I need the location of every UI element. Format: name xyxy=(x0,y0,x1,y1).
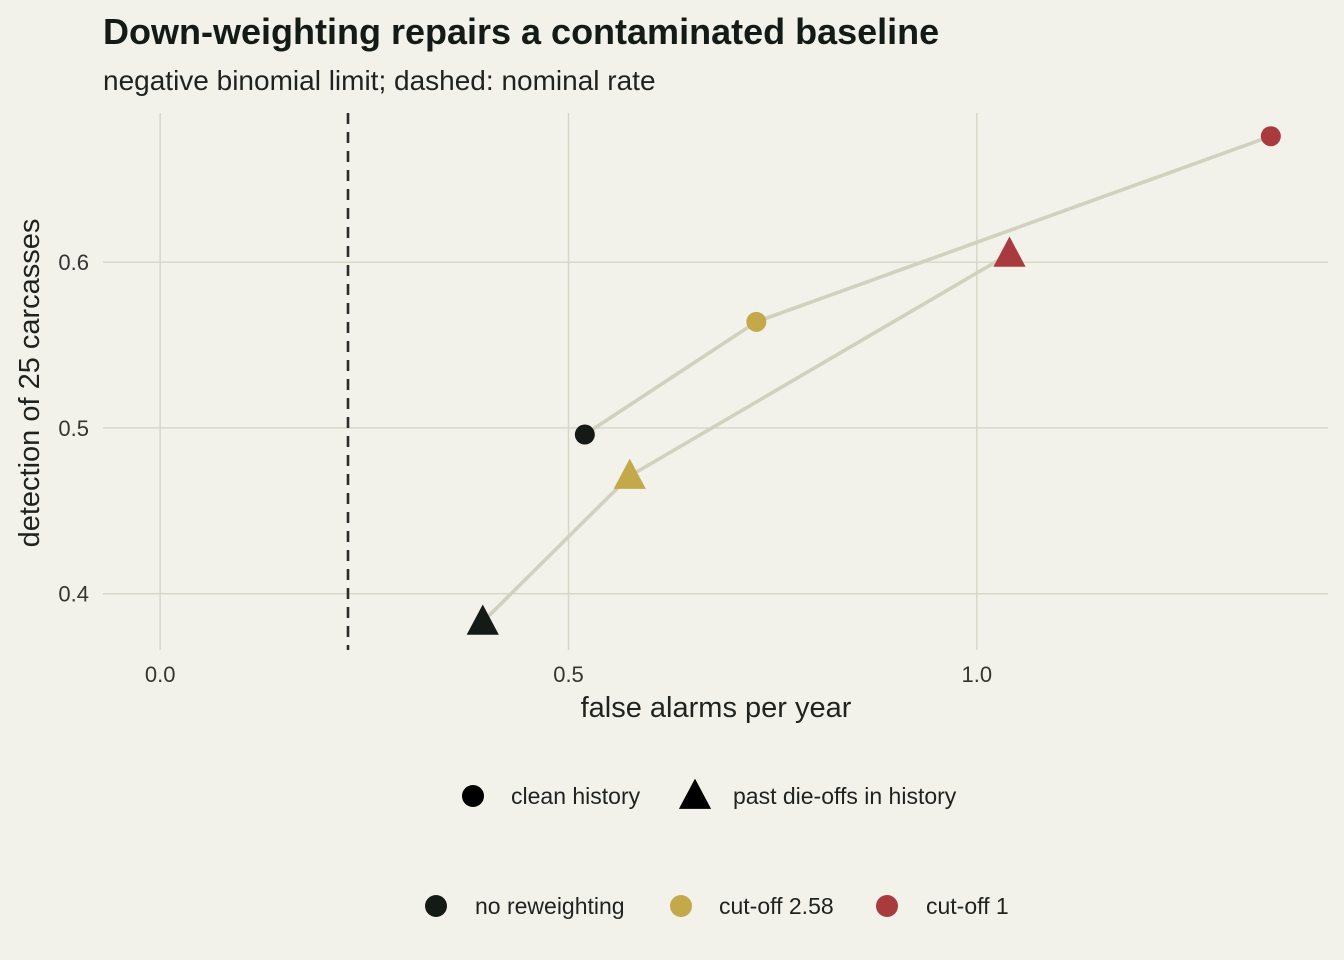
y-tick-label: 0.5 xyxy=(58,416,89,441)
x-tick-label: 0.5 xyxy=(553,662,584,687)
data-point-circle xyxy=(746,311,767,332)
legends: clean history past die-offs in history no … xyxy=(425,778,1009,919)
legend-triangle-icon xyxy=(678,778,712,809)
chart-subtitle: negative binomial limit; dashed: nominal… xyxy=(103,65,656,96)
data-point-circle xyxy=(574,424,595,445)
legend-item-shape: clean history xyxy=(462,783,641,809)
legend-label: cut-off 1 xyxy=(926,893,1009,919)
y-tick-label: 0.6 xyxy=(58,250,89,275)
data-point-triangle xyxy=(993,236,1026,267)
legend-label: no reweighting xyxy=(475,893,625,919)
legend-circle-icon xyxy=(670,895,692,917)
legend-label: cut-off 2.58 xyxy=(719,893,834,919)
series-line-circle xyxy=(583,134,1273,437)
x-tick-label: 1.0 xyxy=(962,662,993,687)
data-points xyxy=(466,126,1281,635)
grid xyxy=(103,113,1328,650)
series-lines xyxy=(480,134,1273,624)
legend-item-color: cut-off 2.58 xyxy=(670,893,834,919)
legend-circle-icon xyxy=(462,785,484,807)
x-axis-label: false alarms per year xyxy=(581,692,852,724)
y-tick-label: 0.4 xyxy=(58,582,89,607)
legend-label: past die-offs in history xyxy=(733,783,957,809)
data-point-circle xyxy=(1260,126,1281,147)
legend-item-color: cut-off 1 xyxy=(876,893,1009,919)
x-tick-label: 0.0 xyxy=(145,662,176,687)
chart-title: Down-weighting repairs a contaminated ba… xyxy=(103,11,939,52)
axis-ticks: 0.0 0.5 1.0 0.4 0.5 0.6 xyxy=(58,250,992,687)
legend-circle-icon xyxy=(876,895,898,917)
legend-label: clean history xyxy=(511,783,641,809)
legend-item-shape: past die-offs in history xyxy=(678,778,957,809)
data-point-triangle xyxy=(466,604,499,635)
data-point-triangle xyxy=(613,458,646,489)
series-line-triangle xyxy=(480,252,1012,624)
legend-item-color: no reweighting xyxy=(425,893,625,919)
y-axis-label: detection of 25 carcasses xyxy=(14,219,46,548)
legend-circle-icon xyxy=(425,895,447,917)
